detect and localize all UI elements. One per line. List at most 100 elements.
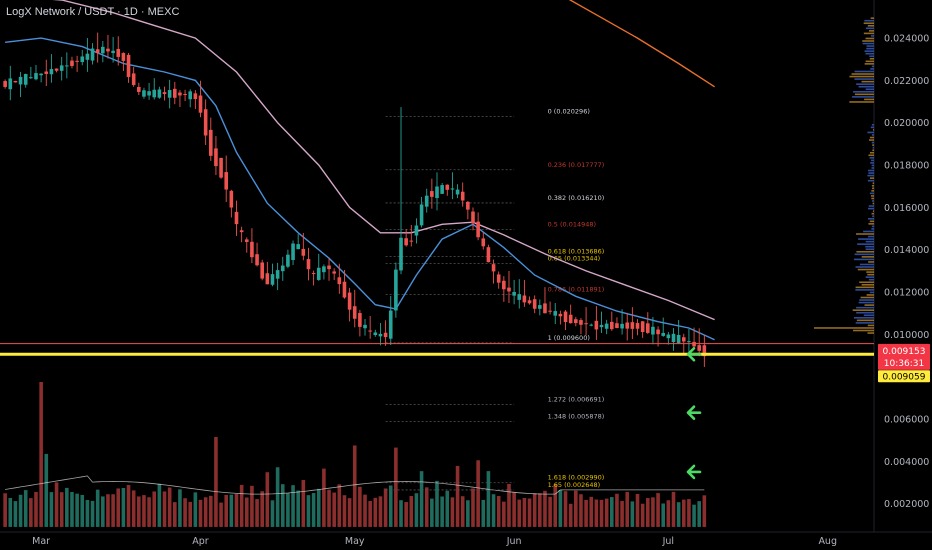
volume-profile-bar: [851, 73, 874, 75]
price-tick-label: 0.002000: [884, 499, 929, 510]
candle: [466, 201, 470, 210]
volume-bar: [137, 496, 141, 527]
volume-profile-bar: [865, 240, 874, 243]
candle: [394, 269, 398, 311]
volume-profile-bar: [863, 230, 874, 233]
candle: [111, 50, 115, 54]
candle: [121, 53, 126, 61]
volume-bar: [486, 471, 491, 527]
volume-bar: [280, 484, 285, 527]
chart-title: LogX Network / USDT · 1D · MEXC: [6, 6, 180, 18]
candle: [234, 211, 239, 225]
candle: [157, 89, 162, 98]
volume-profile-bar: [858, 85, 874, 88]
fib-level-label: 0.786 (0.011891): [548, 285, 605, 293]
volume-bar: [388, 485, 393, 527]
volume-bar: [527, 498, 532, 527]
volume-bar: [178, 489, 182, 527]
price-tick-label: 0.014000: [884, 245, 929, 256]
volume-profile-bar: [869, 220, 874, 223]
candle: [337, 277, 342, 285]
volume-profile-bar: [865, 276, 874, 278]
volume-bar: [49, 492, 54, 527]
volume-profile-bar: [872, 182, 874, 185]
volume-bar: [584, 499, 588, 527]
candle: [198, 95, 203, 113]
volume-bar: [286, 493, 290, 527]
candle: [255, 254, 259, 266]
volume-bar: [198, 499, 203, 527]
candle: [65, 65, 69, 67]
candle: [270, 274, 275, 285]
candle: [486, 247, 491, 263]
volume-profile-bar: [871, 225, 874, 228]
candle: [424, 195, 429, 207]
volume-bar: [75, 493, 79, 527]
volume-bar: [435, 480, 439, 527]
volume-profile-bar: [867, 332, 874, 334]
green-arrow-icon: [686, 405, 702, 420]
volume-bar: [265, 472, 270, 527]
candle: [13, 80, 18, 83]
volume-bar: [512, 492, 516, 527]
candle: [676, 334, 681, 344]
volume-bar: [44, 453, 49, 527]
volume-bar: [18, 494, 23, 527]
volume-profile-bar: [855, 289, 874, 291]
volume-profile-bar: [870, 68, 874, 70]
volume-profile-bar: [858, 301, 874, 304]
candle: [327, 265, 331, 270]
volume-profile-bar: [862, 42, 874, 45]
candle: [214, 148, 218, 167]
candle: [445, 184, 450, 190]
volume-bar: [481, 499, 486, 527]
volume-bar: [3, 493, 7, 527]
volume-bar: [676, 502, 681, 527]
candle: [250, 241, 254, 258]
volume-bar: [306, 495, 311, 527]
volume-profile-bar: [870, 126, 874, 129]
volume-bar: [59, 492, 64, 527]
volume-profile-bar: [862, 40, 874, 42]
candle: [599, 324, 604, 328]
candle: [399, 237, 403, 271]
volume-profile-bar: [871, 65, 874, 68]
volume-profile-bar: [871, 164, 874, 167]
volume-profile-bar: [871, 200, 874, 202]
candle: [568, 314, 573, 324]
volume-bar: [466, 500, 470, 527]
candle: [95, 49, 100, 53]
volume-bar: [332, 492, 336, 527]
moving-average-line: [5, 37, 715, 341]
volume-profile-bar: [857, 243, 874, 245]
candle: [332, 271, 336, 274]
volume-bar: [476, 460, 480, 527]
candle: [70, 60, 74, 66]
volume-profile-bar: [859, 299, 874, 301]
volume-bar: [188, 501, 193, 527]
volume-bar: [604, 498, 609, 527]
volume-bar: [173, 502, 177, 527]
volume-bar: [255, 499, 259, 527]
volume-bar: [296, 490, 300, 527]
candle: [142, 90, 146, 97]
candle: [106, 48, 110, 52]
candle: [414, 225, 419, 236]
candle: [373, 332, 378, 336]
candle: [342, 281, 347, 298]
volume-profile-bar: [852, 96, 874, 98]
volume-profile-bar: [867, 24, 874, 27]
volume-bar: [363, 494, 367, 527]
candle: [574, 319, 578, 324]
volume-profile-bar: [864, 50, 874, 52]
support-price-label: 0.009059: [883, 372, 926, 382]
candle: [39, 73, 43, 76]
volume-profile-bar: [869, 139, 874, 141]
volume-profile-bar: [871, 197, 874, 200]
candle: [645, 323, 650, 333]
candle: [85, 53, 90, 60]
volume-profile-bar: [861, 256, 874, 258]
volume-profile-bar: [865, 60, 874, 63]
